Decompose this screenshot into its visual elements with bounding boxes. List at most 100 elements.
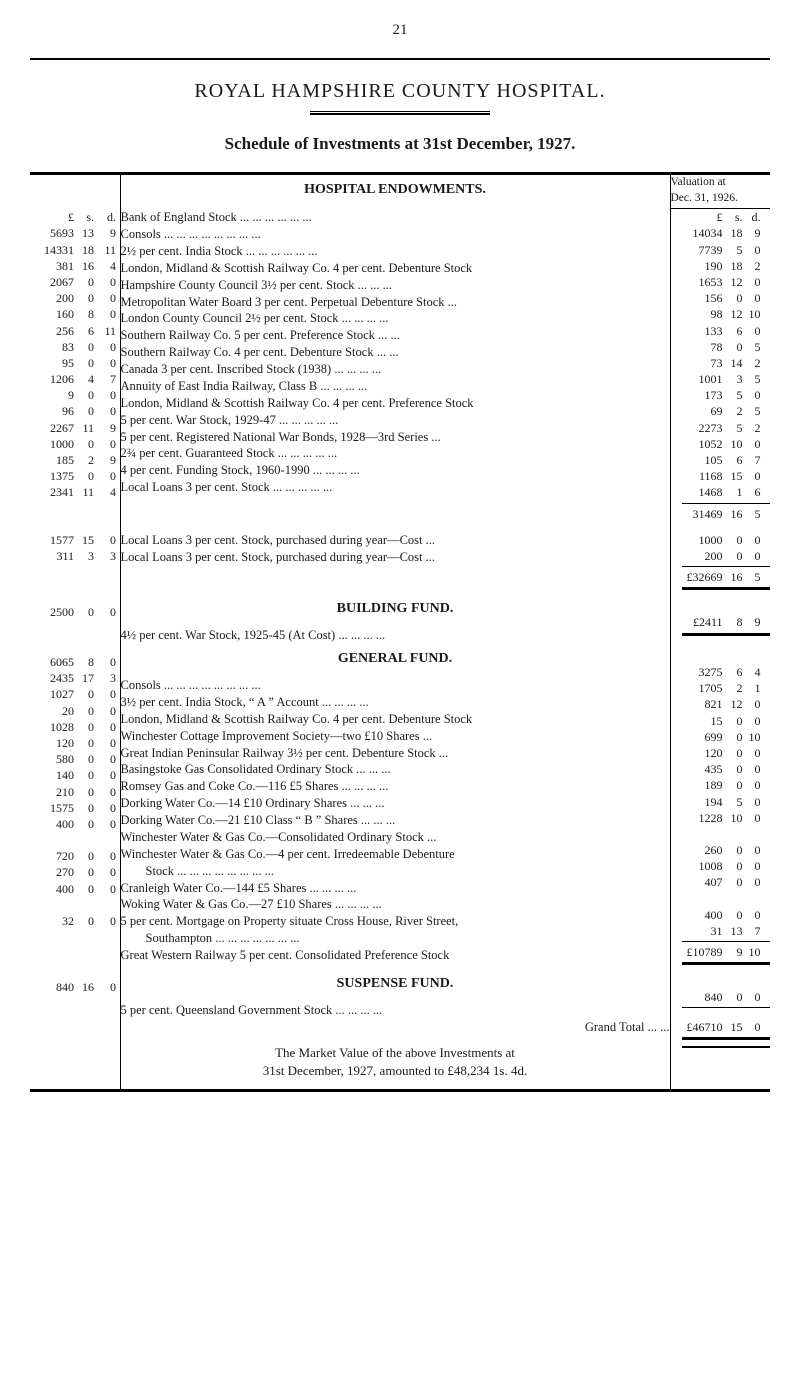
amount: 40000 [30,816,120,832]
amount: 14034189 [671,225,771,241]
amount: 606580 [30,654,120,670]
amount: 100800 [671,858,771,874]
amount: 2000 [30,703,120,719]
desc-row: 5 per cent. Mortgage on Property situate… [121,913,670,930]
desc-row: 3½ per cent. India Stock, “ A ” Account … [121,694,670,711]
desc-row: 2½ per cent. India Stock ... ... ... ...… [121,243,670,260]
desc-row: 5 per cent. Queensland Government Stock … [121,1002,670,1019]
desc-row: London, Midland & Scottish Railway Co. 4… [121,260,670,277]
amount: 18529 [30,452,120,468]
amount: 381164 [30,258,120,274]
amount: 137500 [30,468,120,484]
desc-row: Woking Water & Gas Co.—27 £10 Shares ...… [121,896,670,913]
amount: 21000 [30,784,120,800]
grand-total-label: Grand Total ... ... [121,1019,670,1036]
amount: 8300 [30,339,120,355]
amount: 190182 [671,258,771,274]
amount [30,897,120,913]
amount: £46710150 [671,1019,771,1035]
amount: 227352 [671,420,771,436]
table-bottom-rule [30,1089,770,1092]
page-title: ROYAL HAMPSHIRE COUNTY HOSPITAL. [30,78,770,105]
amount: 12000 [671,745,771,761]
lsd-header-left: £s.d. [30,209,120,225]
title-underline [310,111,490,115]
amount: 31469165 [671,506,771,522]
desc-row: Great Western Railway 5 per cent. Consol… [121,947,670,964]
amount: 31137 [671,923,771,939]
desc-row: London, Midland & Scottish Railway Co. 4… [121,711,670,728]
amount: 102800 [30,719,120,735]
amount: 7805 [671,339,771,355]
desc-row: Southern Railway Co. 5 per cent. Prefere… [121,327,670,344]
amount: 58000 [30,751,120,767]
top-rule [30,58,770,60]
amount: 18900 [671,777,771,793]
amount: 1500 [671,713,771,729]
lsd-header-right: £s.d. [671,209,771,225]
amount: 206700 [30,274,120,290]
amount: 27000 [30,864,120,880]
amount: £241189 [671,614,771,630]
amount: 20000 [671,548,771,564]
amount: 699010 [671,729,771,745]
amount: 821120 [671,696,771,712]
amount: 1653120 [671,274,771,290]
amount: 146816 [671,484,771,500]
desc-row: Local Loans 3 per cent. Stock, purchased… [121,532,670,549]
amount: 2341114 [30,484,120,500]
amount: 981210 [671,306,771,322]
amount: 100000 [671,532,771,548]
page-number: 21 [30,20,770,40]
amount: 40700 [671,874,771,890]
amount: 170521 [671,680,771,696]
amount: 72000 [30,848,120,864]
desc-row: Dorking Water Co.—21 £10 Class “ B ” Sha… [121,812,670,829]
amount: 16080 [30,306,120,322]
desc-row: Dorking Water Co.—14 £10 Ordinary Shares… [121,795,670,812]
amount: 773950 [671,242,771,258]
desc-row: Southern Railway Co. 4 per cent. Debentu… [121,344,670,361]
footnote-line1: The Market Value of the above Investment… [121,1044,670,1062]
desc-row: Southampton ... ... ... ... ... ... ... [121,930,670,947]
amount: 20000 [30,290,120,306]
desc-row: Great Indian Peninsular Railway 3½ per c… [121,745,670,762]
amount: 5693139 [30,225,120,241]
amount: 2267119 [30,420,120,436]
desc-row: 4½ per cent. War Stock, 1925-45 (At Cost… [121,627,670,644]
desc-row: Winchester Water & Gas Co.—4 per cent. I… [121,846,670,863]
amount: 100000 [30,436,120,452]
desc-row: 4 per cent. Funding Stock, 1960-1990 ...… [121,462,670,479]
amount: 15600 [671,290,771,306]
desc-row: London, Midland & Scottish Railway Co. 4… [121,395,670,412]
amount: 327564 [671,664,771,680]
amount: 73142 [671,355,771,371]
amount: £10789910 [671,944,771,960]
desc-row: Annuity of East India Railway, Class B .… [121,378,670,395]
desc-row: Consols ... ... ... ... ... ... ... ... [121,677,670,694]
valuation-header: Valuation atDec. 31, 1926. [671,175,771,206]
amount: 102700 [30,686,120,702]
amount: 1052100 [671,436,771,452]
general-heading: GENERAL FUND. [121,650,670,669]
amount: 26000 [671,842,771,858]
amount: 157500 [30,800,120,816]
amount: 2435173 [30,670,120,686]
amount: 19450 [671,794,771,810]
suspense-heading: SUSPENSE FUND. [121,975,670,994]
amount: 31133 [30,548,120,564]
desc-row: 5 per cent. Registered National War Bond… [121,429,670,446]
building-heading: BUILDING FUND. [121,600,670,619]
amount: 9600 [30,403,120,419]
desc-row: Local Loans 3 per cent. Stock, purchased… [121,549,670,566]
desc-row: Romsey Gas and Coke Co.—116 £5 Shares ..… [121,778,670,795]
desc-row: London County Council 2½ per cent. Stock… [121,310,670,327]
amount: 900 [30,387,120,403]
desc-row: Basingstoke Gas Consolidated Ordinary St… [121,761,670,778]
amount: 9500 [30,355,120,371]
amount: 250000 [30,604,120,620]
amount: 12000 [30,735,120,751]
desc-row: Hampshire County Council 3½ per cent. St… [121,277,670,294]
amount: 840160 [30,979,120,995]
amount: 13360 [671,323,771,339]
